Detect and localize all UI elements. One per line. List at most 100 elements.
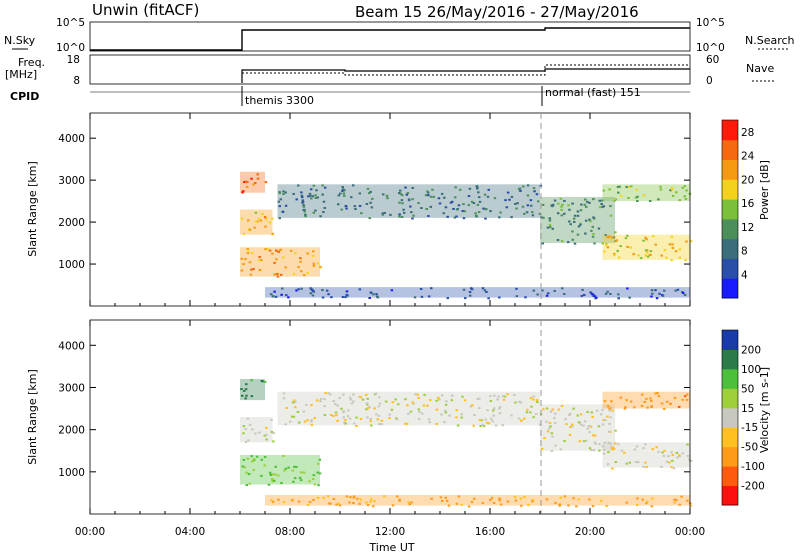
power-echo-cell	[609, 214, 613, 217]
velocity-echo-cell	[335, 414, 338, 417]
power-echo-cell	[506, 191, 510, 194]
power-echo-cell	[307, 195, 310, 198]
velocity-echo-cell	[245, 383, 248, 386]
velocity-echo-cell	[494, 424, 498, 427]
power-echo-cell	[278, 191, 281, 194]
velocity-echo-cell	[394, 398, 397, 401]
velocity-echo-cell	[640, 404, 644, 407]
power-echo-cell	[560, 208, 563, 211]
velocity-echo-cell	[641, 498, 644, 501]
power-echo-cell	[360, 212, 363, 215]
velocity-echo-region	[240, 454, 320, 485]
power-echo-cell	[592, 295, 595, 298]
velocity-echo-cell	[263, 434, 267, 437]
power-echo-cell	[510, 195, 514, 198]
power-echo-cell	[345, 290, 349, 293]
power-echo-cell	[297, 184, 300, 187]
velocity-echo-cell	[478, 397, 481, 400]
velocity-echo-cell	[624, 406, 627, 409]
power-echo-cell	[248, 261, 252, 264]
velocity-echo-cell	[340, 407, 343, 410]
velocity-echo-cell	[582, 424, 585, 427]
power-echo-cell	[285, 294, 288, 297]
power-echo-cell	[678, 256, 682, 259]
power-echo-cell	[381, 213, 385, 216]
velocity-colorbar-tick: -200	[741, 481, 765, 493]
power-echo-cell	[321, 184, 324, 187]
nsky-tick-top: 10^5	[56, 17, 85, 29]
velocity-echo-cell	[244, 428, 248, 431]
power-echo-cell	[280, 287, 284, 290]
power-echo-cell	[303, 208, 306, 211]
power-echo-cell	[484, 217, 487, 220]
velocity-echo-cell	[489, 400, 493, 403]
nave-tick-top: 60	[706, 54, 719, 66]
power-echo-cell	[321, 289, 324, 292]
velocity-echo-cell	[398, 498, 401, 501]
power-echo-cell	[675, 191, 678, 194]
velocity-echo-cell	[315, 399, 319, 402]
power-echo-cell	[250, 177, 253, 180]
power-echo-cell	[344, 205, 348, 208]
power-echo-cell	[321, 193, 324, 196]
power-echo-cell	[489, 210, 492, 213]
power-echo-cell	[663, 289, 666, 292]
velocity-echo-cell	[244, 388, 248, 391]
power-echo-cell	[573, 214, 577, 217]
power-echo-cell	[449, 201, 453, 204]
power-echo-cell	[556, 212, 560, 215]
velocity-echo-cell	[506, 500, 510, 503]
velocity-echo-cell	[572, 407, 575, 410]
power-echo-cell	[536, 293, 539, 296]
velocity-echo-cell	[384, 400, 388, 403]
power-echo-cell	[573, 242, 577, 245]
velocity-echo-cell	[284, 467, 288, 470]
velocity-echo-cell	[603, 441, 606, 444]
power-echo-cell	[402, 211, 406, 214]
power-echo-cell	[276, 275, 280, 278]
power-colorbar-swatch	[722, 139, 738, 161]
velocity-echo-cell	[375, 413, 378, 416]
power-echo-cell	[301, 200, 305, 203]
power-echo-cell	[269, 293, 273, 296]
power-echo-cell	[271, 252, 274, 255]
power-echo-cell	[593, 242, 596, 245]
velocity-echo-cell	[334, 403, 337, 406]
power-echo-cell	[257, 217, 261, 220]
velocity-echo-cell	[550, 432, 554, 435]
power-echo-cell	[593, 295, 597, 298]
velocity-echo-cell	[614, 442, 617, 445]
velocity-echo-cell	[657, 450, 660, 453]
velocity-colorbar: 200 100 50 15 -15 -50 -100 -200	[721, 329, 765, 506]
power-echo-cell	[649, 250, 653, 253]
velocity-echo-cell	[426, 404, 429, 407]
power-echo-cell	[579, 209, 583, 212]
power-echo-cell	[306, 272, 309, 275]
power-echo-cell	[315, 189, 318, 192]
power-ylabel: Slant Range [km]	[26, 161, 39, 257]
velocity-echo-cell	[292, 399, 296, 402]
power-echo-cell	[249, 273, 253, 276]
power-echo-cell	[573, 220, 576, 223]
power-echo-cell	[524, 296, 527, 299]
power-echo-cell	[424, 194, 428, 197]
velocity-echo-cell	[685, 398, 689, 401]
velocity-echo-cell	[248, 423, 252, 426]
power-echo-cell	[650, 295, 653, 298]
power-echo-cell	[603, 250, 606, 253]
power-echo-cell	[344, 296, 347, 299]
power-echo-cell	[576, 233, 580, 236]
power-echo-cell	[678, 248, 682, 251]
velocity-echo-cell	[418, 410, 421, 413]
power-echo-cell	[498, 216, 501, 219]
velocity-echo-cell	[310, 420, 313, 423]
velocity-echo-cell	[554, 501, 557, 504]
velocity-echo-cell	[358, 502, 361, 505]
power-echo-cell	[304, 215, 307, 218]
power-echo-cell	[264, 225, 267, 228]
power-echo-cell	[240, 257, 244, 260]
power-echo-cell	[342, 192, 346, 195]
power-echo-cell	[273, 273, 276, 276]
velocity-echo-cell	[685, 393, 689, 396]
power-echo-cell	[437, 197, 441, 200]
